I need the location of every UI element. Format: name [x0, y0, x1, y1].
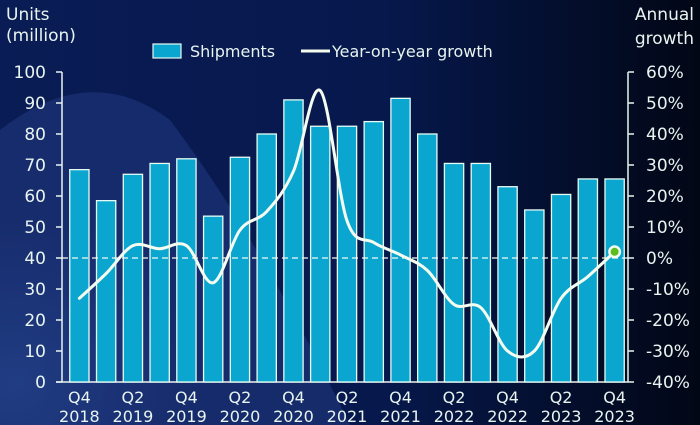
right-tick-label: 60%: [646, 63, 684, 83]
x-tick-year: 2023: [541, 407, 582, 425]
right-tick-label: 10%: [646, 218, 684, 238]
x-tick-quarter: Q4: [68, 388, 91, 407]
right-tick-label: -10%: [646, 280, 690, 300]
highlight-point: [610, 247, 619, 256]
bar-q1-2020: [202, 215, 224, 383]
x-tick-quarter: Q2: [336, 388, 359, 407]
x-tick-year: 2021: [327, 407, 368, 425]
right-tick-label: -30%: [646, 342, 690, 362]
right-tick-label: 20%: [646, 187, 684, 207]
bar-q4-2021: [390, 97, 411, 383]
bar-q2-2021: [336, 125, 358, 383]
x-tick-quarter: Q2: [229, 388, 252, 407]
right-tick-label: 30%: [646, 156, 684, 176]
growth-line: [77, 88, 617, 359]
bar-q2-2022: [443, 162, 465, 383]
x-tick-quarter: Q4: [389, 388, 412, 407]
left-tick-label: 100: [14, 63, 46, 83]
left-tick-label: 20: [24, 311, 46, 331]
bar-q3-2022: [470, 162, 492, 383]
left-axis-title-line2: (million): [6, 26, 76, 46]
x-tick-year: 2019: [166, 407, 207, 425]
x-tick-year: 2018: [59, 407, 100, 425]
legend-label-shipments: Shipments: [190, 42, 275, 61]
right-tick-label: 50%: [646, 94, 684, 114]
left-axis-title-line1: Units: [6, 5, 50, 25]
left-tick-label: 40: [24, 249, 46, 269]
x-tick-year: 2020: [220, 407, 261, 425]
x-tick-year: 2020: [273, 407, 314, 425]
bar-q3-2021: [363, 120, 385, 383]
bar-q3-2023: [577, 178, 599, 383]
x-axis-labels: Q42018Q22019Q42019Q22020Q42020Q22021Q420…: [59, 388, 635, 425]
left-tick-label: 10: [24, 342, 46, 362]
right-axis-title-line2: growth: [635, 29, 694, 49]
x-tick-quarter: Q4: [175, 388, 198, 407]
x-tick-quarter: Q4: [603, 388, 626, 407]
bar-q4-2023: [604, 178, 625, 383]
bar-q4-2020: [283, 99, 304, 383]
x-tick-year: 2022: [434, 407, 475, 425]
bars-shipments: [69, 97, 625, 383]
x-tick-quarter: Q2: [443, 388, 466, 407]
bar-q4-2019: [176, 158, 197, 383]
x-tick-year: 2023: [594, 407, 635, 425]
left-tick-label: 80: [24, 125, 46, 145]
x-tick-quarter: Q2: [122, 388, 145, 407]
x-tick-quarter: Q2: [550, 388, 573, 407]
bar-q2-2020: [229, 156, 251, 383]
legend: Shipments Year-on-year growth: [152, 42, 493, 61]
left-tick-label: 30: [24, 280, 46, 300]
bar-q1-2023: [524, 209, 545, 383]
bar-q4-2022: [497, 186, 518, 383]
bar-q1-2021: [309, 125, 331, 383]
left-tick-label: 70: [24, 156, 46, 176]
right-tick-label: -40%: [646, 373, 690, 393]
right-axis: -40% -30% -20% -10% 0% 10% 20% 30% 40% 50% 60%: [627, 63, 690, 393]
right-axis-title-line1: Annual: [635, 5, 694, 25]
right-tick-label: 0%: [646, 249, 673, 269]
x-tick-year: 2021: [380, 407, 421, 425]
left-tick-label: 50: [24, 218, 46, 238]
growth-line-group: [77, 88, 622, 359]
right-tick-label: 40%: [646, 125, 684, 145]
bar-q2-2019: [122, 173, 144, 383]
legend-swatch-shipments: [152, 43, 182, 59]
bar-q1-2019: [95, 199, 117, 383]
x-tick-quarter: Q4: [496, 388, 519, 407]
left-tick-label: 90: [24, 94, 46, 114]
left-tick-label: 60: [24, 187, 46, 207]
x-tick-year: 2022: [487, 407, 528, 425]
bar-q4-2018: [69, 168, 90, 383]
right-tick-label: -20%: [646, 311, 690, 331]
bar-q2-2023: [550, 193, 572, 383]
x-tick-quarter: Q4: [282, 388, 305, 407]
bar-q3-2019: [149, 162, 170, 383]
left-tick-label: 0: [35, 373, 46, 393]
legend-label-growth: Year-on-year growth: [331, 42, 493, 61]
x-tick-year: 2019: [113, 407, 154, 425]
